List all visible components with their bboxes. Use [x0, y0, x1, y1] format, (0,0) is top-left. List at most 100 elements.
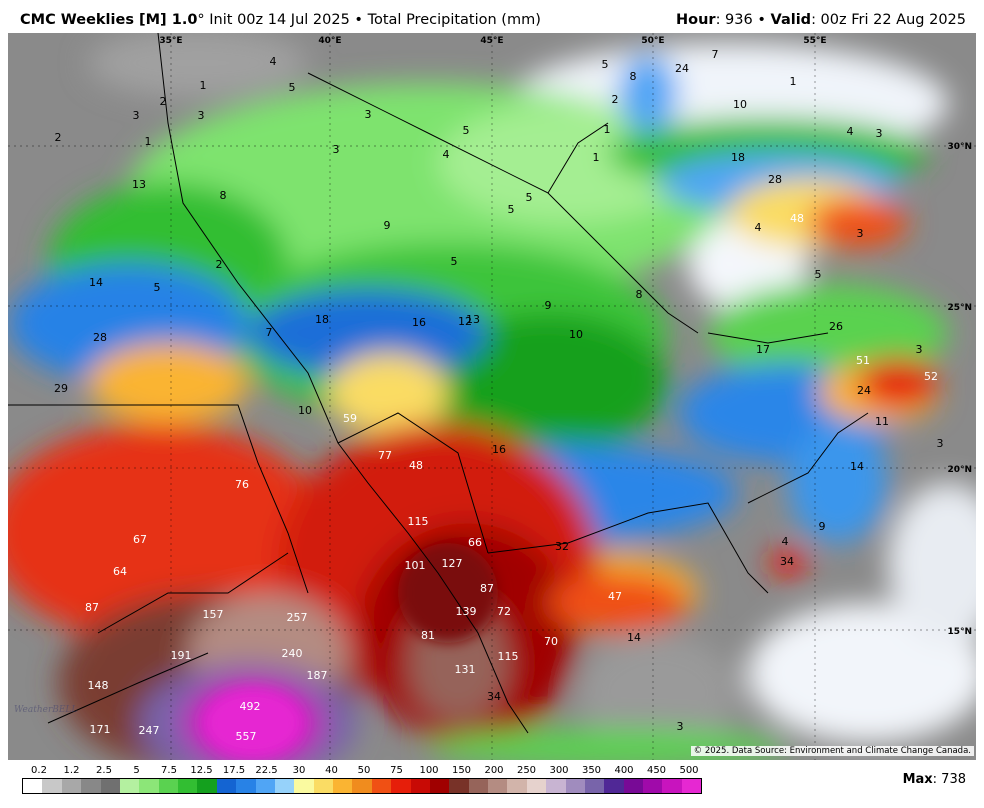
colorbar-labels: 0.2 1.2 2.5 5 7.5 12.5 17.5 22.5 30 40 50 75 100 150 2…: [22, 765, 702, 777]
longitude-label: 45°E: [480, 36, 503, 46]
precip-value-label: 17: [756, 343, 770, 356]
precip-value-label: 64: [113, 565, 127, 578]
colorbar-swatch: [197, 779, 217, 793]
precip-value-label: 7: [712, 48, 719, 61]
precip-value-label: 2: [612, 93, 619, 106]
precip-value-label: 257: [287, 611, 308, 624]
precip-value-label: 101: [405, 559, 426, 572]
precip-value-label: 3: [677, 720, 684, 733]
longitude-labels: 35°E 40°E 45°E 50°E 55°E: [159, 36, 826, 46]
colorbar-swatch: [643, 779, 663, 793]
colorbar-swatch: [61, 779, 82, 793]
colorbar-swatch: [274, 779, 295, 793]
colorbar-swatch: [468, 779, 488, 793]
lat-lon-grid: [8, 33, 976, 760]
colorbar-tick-label: 300: [549, 765, 569, 776]
precip-value-label: 5: [526, 191, 533, 204]
colorbar-swatch: [623, 779, 643, 793]
colorbar-swatch: [681, 779, 702, 793]
precip-value-label: 131: [455, 663, 476, 676]
colorbar-swatch: [81, 779, 101, 793]
precip-value-label: 87: [480, 582, 494, 595]
precip-value-label: 3: [365, 108, 372, 121]
precip-value-label: 52: [924, 370, 938, 383]
precip-value-label: 3: [916, 343, 923, 356]
colorbar-tick-label: 12.5: [190, 765, 213, 776]
latitude-label: 20°N: [947, 465, 972, 475]
colorbar-tick-label: 250: [516, 765, 537, 776]
max-number: : 738: [932, 772, 966, 787]
colorbar-swatch: [352, 779, 372, 793]
latitude-label: 25°N: [947, 303, 972, 313]
precip-value-label: 3: [937, 437, 944, 450]
precip-value-label: 139: [456, 605, 477, 618]
colorbar-swatch: [604, 779, 624, 793]
precip-value-label: 48: [409, 459, 423, 472]
precip-value-label: 5: [289, 81, 296, 94]
colorbar-swatch: [294, 779, 314, 793]
degree-sign: °: [197, 12, 205, 28]
precip-value-label: 157: [203, 608, 224, 621]
colorbar-swatch: [526, 779, 547, 793]
precip-value-label: 76: [235, 478, 249, 491]
colorbar-tick-label: 150: [451, 765, 472, 776]
precip-value-label: 8: [220, 189, 227, 202]
latitude-label: 15°N: [947, 627, 972, 637]
colorbar-swatch: [662, 779, 682, 793]
precip-value-label: 1: [145, 135, 152, 148]
precip-value-label: 13: [466, 313, 480, 326]
colorbar-swatch: [565, 779, 585, 793]
hour-label: Hour: [675, 12, 716, 28]
precip-value-label: 1: [604, 123, 611, 136]
colorbar-swatch: [584, 779, 605, 793]
precip-value-label: 3: [857, 227, 864, 240]
hour-value: : 936: [715, 12, 753, 28]
precip-value-label: 4: [270, 55, 277, 68]
colorbar-swatch: [216, 779, 237, 793]
precip-value-label: 14: [850, 460, 864, 473]
colorbar-tick-label: 1.2: [63, 765, 80, 776]
colorbar-swatch: [23, 779, 43, 793]
precip-value-label: 34: [780, 555, 794, 568]
precip-value-label: 127: [442, 557, 463, 570]
precip-value-label: 240: [282, 647, 303, 660]
longitude-label: 50°E: [641, 36, 664, 46]
colorbar-swatch: [158, 779, 178, 793]
precip-value-label: 18: [731, 151, 745, 164]
colorbar-tick-label: 30: [292, 765, 306, 776]
precip-value-label: 5: [815, 268, 822, 281]
precip-value-label: 11: [875, 415, 889, 428]
precip-value-label: 59: [343, 412, 357, 425]
precip-value-label: 5: [154, 281, 161, 294]
colorbar-tick-label: 40: [325, 765, 338, 776]
colorbar-swatch: [488, 779, 508, 793]
valid-label: Valid: [770, 12, 812, 28]
precip-value-label: 5: [602, 58, 609, 71]
precip-value-label: 2: [216, 258, 223, 271]
colorbar: [22, 778, 702, 794]
colorbar-tick-label: 350: [581, 765, 602, 776]
latitude-labels: 30°N 25°N 20°N 15°N: [947, 142, 972, 637]
precip-value-label: 187: [307, 669, 328, 682]
precip-value-label: 3: [333, 143, 340, 156]
colorbar-swatch: [119, 779, 140, 793]
colorbar-tick-label: 2.5: [96, 765, 112, 776]
colorbar-tick-label: 50: [357, 765, 371, 776]
colorbar-tick-label: 0.2: [31, 765, 47, 776]
colorbar-tick-label: 200: [484, 765, 504, 776]
precip-value-label: 18: [315, 313, 329, 326]
data-credit: © 2025. Data Source: Environment and Cli…: [690, 746, 974, 756]
precip-value-label: 9: [384, 219, 391, 232]
colorbar-swatch: [236, 779, 256, 793]
precip-value-label: 1: [790, 75, 797, 88]
precip-value-label: 10: [569, 328, 583, 341]
colorbar-swatch: [333, 779, 353, 793]
precip-value-label: 47: [608, 590, 622, 603]
precip-value-label: 16: [492, 443, 506, 456]
precip-value-label: 10: [298, 404, 312, 417]
precip-value-label: 492: [240, 700, 261, 713]
precip-value-label: 7: [266, 326, 273, 339]
colorbar-tick-label: 500: [679, 765, 699, 776]
